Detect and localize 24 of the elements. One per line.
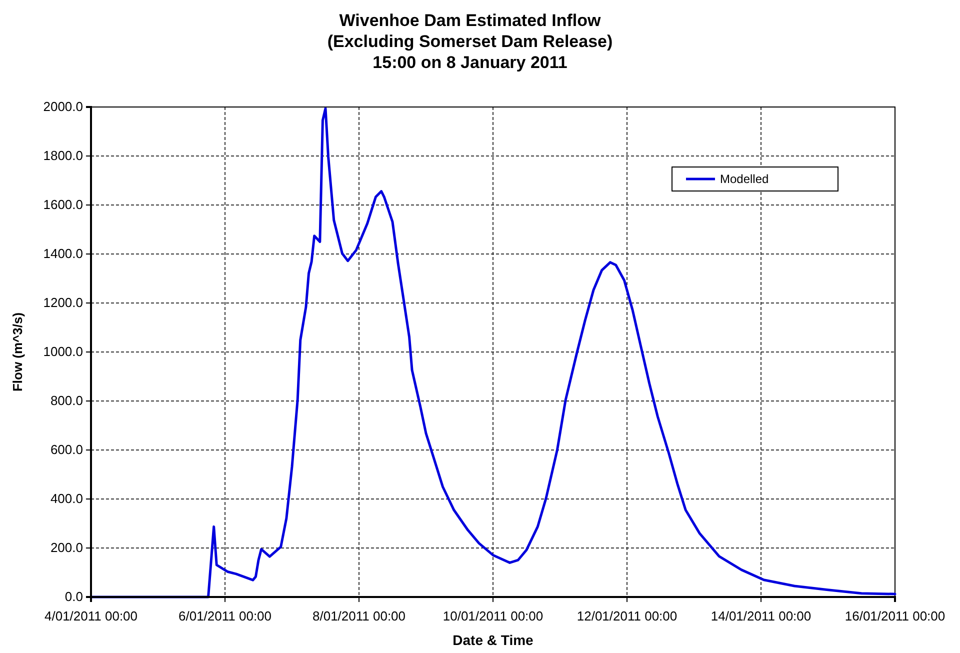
y-tick-label: 1400.0 [43, 246, 83, 262]
x-tick-label: 12/01/2011 00:00 [576, 608, 678, 624]
y-tick-label: 800.0 [50, 393, 83, 408]
chart-title: Wivenhoe Dam Estimated Inflow (Excluding Somerset Dam Release) [327, 11, 613, 51]
y-tick-label: 1200.0 [43, 295, 83, 310]
x-tick-label: 6/01/2011 00:00 [178, 608, 272, 624]
y-tick-label: 200.0 [50, 540, 83, 556]
y-tick-label: 1000.0 [43, 344, 83, 360]
chart-subtitle: 15:00 on 8 January 2011 [372, 53, 568, 72]
legend-label: Modelled [720, 172, 769, 186]
y-tick-label: 1600.0 [43, 197, 83, 212]
line-series [90, 107, 896, 598]
y-tick-label: 0.0 [64, 589, 83, 604]
x-tick-label: 8/01/2011 00:00 [312, 608, 406, 624]
y-tick-label: 1800.0 [43, 148, 83, 164]
x-axis-title: Date & Time [452, 632, 534, 648]
y-tick-label: 2000.0 [43, 99, 83, 114]
x-tick-label: 10/01/2011 00:00 [442, 608, 544, 624]
x-tick-label: 4/01/2011 00:00 [44, 608, 138, 624]
y-tick-label: 600.0 [50, 442, 83, 458]
x-tick-label: 14/01/2011 00:00 [710, 608, 812, 624]
y-tick-label: 400.0 [50, 491, 83, 506]
x-tick-label: 16/01/2011 00:00 [844, 608, 946, 624]
y-axis-title: Flow (m^3/s) [10, 312, 25, 392]
